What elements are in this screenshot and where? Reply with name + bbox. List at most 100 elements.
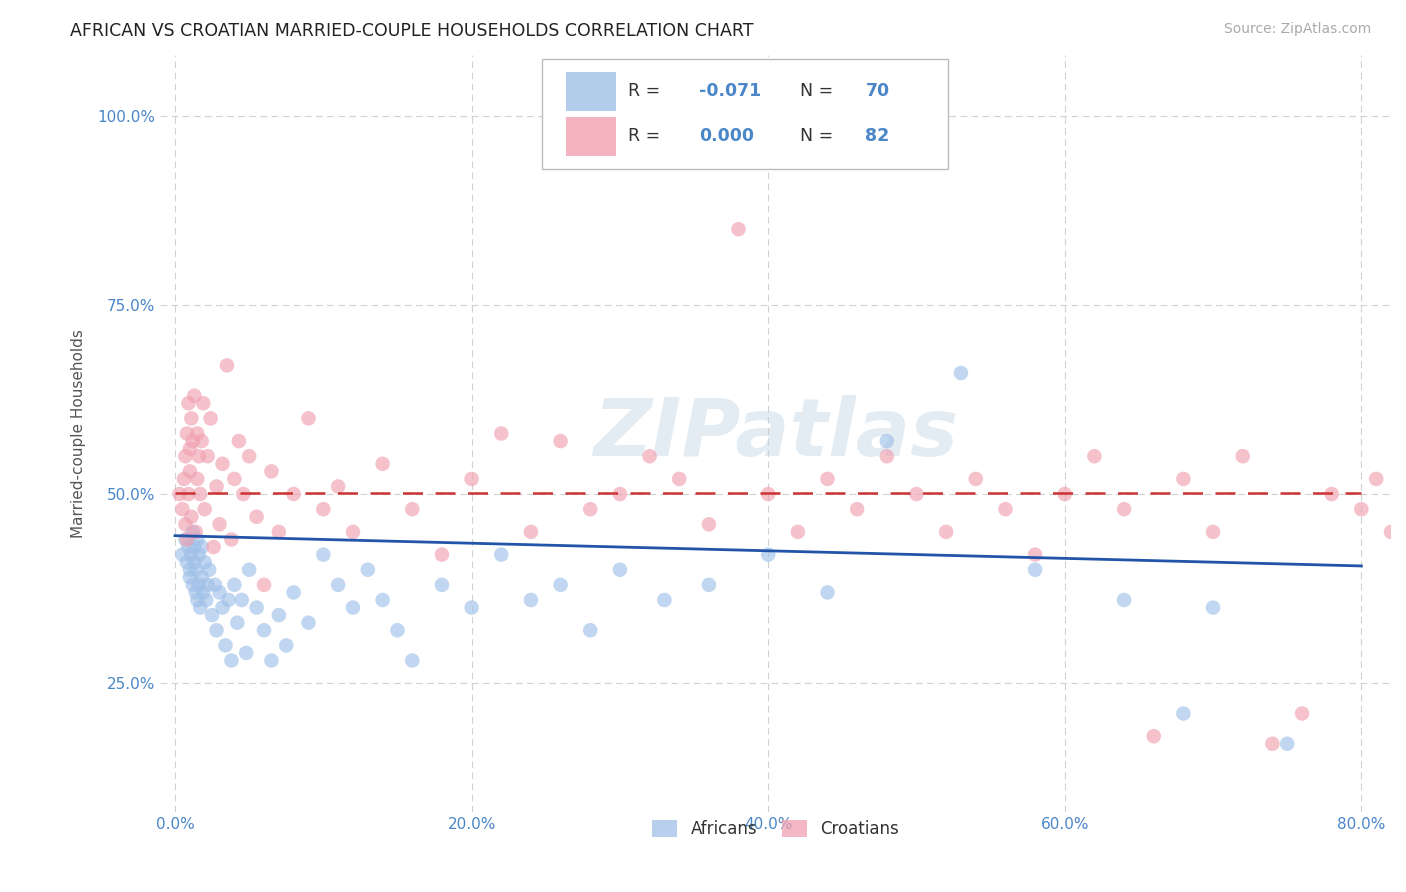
Point	[817, 585, 839, 599]
Point	[228, 434, 250, 448]
Point	[357, 563, 380, 577]
Point	[205, 624, 228, 638]
Point	[994, 502, 1017, 516]
Text: R =: R =	[628, 128, 665, 145]
Point	[1261, 737, 1284, 751]
Point	[193, 585, 215, 599]
Point	[756, 487, 779, 501]
Point	[371, 593, 394, 607]
Point	[221, 654, 243, 668]
Legend: Africans, Croatians: Africans, Croatians	[645, 814, 905, 845]
Point	[187, 548, 209, 562]
Point	[276, 639, 298, 653]
Point	[190, 570, 212, 584]
Point	[579, 502, 602, 516]
Point	[401, 502, 423, 516]
Point	[846, 502, 869, 516]
Point	[211, 457, 233, 471]
Point	[1024, 548, 1046, 562]
Point	[183, 555, 205, 569]
Point	[491, 548, 513, 562]
Point	[342, 600, 364, 615]
Point	[253, 624, 276, 638]
Point	[179, 570, 201, 584]
Point	[1053, 487, 1076, 501]
Point	[174, 449, 197, 463]
Point	[520, 524, 543, 539]
Point	[190, 540, 212, 554]
Point	[183, 389, 205, 403]
Point	[194, 502, 217, 516]
Point	[226, 615, 249, 630]
Point	[174, 533, 197, 547]
Point	[965, 472, 987, 486]
Point	[1277, 737, 1299, 751]
Point	[1112, 502, 1135, 516]
Point	[1173, 472, 1195, 486]
Point	[201, 608, 224, 623]
FancyBboxPatch shape	[567, 71, 616, 111]
Point	[187, 449, 209, 463]
Point	[180, 509, 202, 524]
Point	[638, 449, 661, 463]
Point	[260, 464, 283, 478]
Point	[184, 524, 207, 539]
Point	[186, 533, 208, 547]
Point	[1112, 593, 1135, 607]
Point	[238, 449, 260, 463]
Point	[460, 600, 482, 615]
Y-axis label: Married-couple Households: Married-couple Households	[72, 329, 86, 538]
Point	[876, 434, 898, 448]
Point	[430, 578, 453, 592]
Point	[194, 555, 217, 569]
Point	[371, 457, 394, 471]
Text: 0.000: 0.000	[699, 128, 754, 145]
Point	[179, 464, 201, 478]
Point	[208, 585, 231, 599]
Point	[190, 434, 212, 448]
FancyBboxPatch shape	[541, 59, 948, 169]
Point	[177, 540, 200, 554]
Point	[188, 487, 211, 501]
Point	[179, 563, 201, 577]
Point	[727, 222, 749, 236]
Point	[430, 548, 453, 562]
Text: Source: ZipAtlas.com: Source: ZipAtlas.com	[1223, 22, 1371, 37]
Point	[238, 563, 260, 577]
Point	[176, 533, 198, 547]
Point	[208, 517, 231, 532]
Point	[520, 593, 543, 607]
Point	[668, 472, 690, 486]
Point	[697, 578, 720, 592]
Point	[1232, 449, 1254, 463]
Point	[231, 593, 253, 607]
Point	[328, 578, 350, 592]
Point	[214, 639, 236, 653]
Text: -0.071: -0.071	[699, 82, 762, 100]
Point	[387, 624, 409, 638]
Point	[1143, 729, 1166, 743]
Point	[177, 487, 200, 501]
Point	[1202, 600, 1225, 615]
Point	[183, 540, 205, 554]
Text: 82: 82	[866, 128, 890, 145]
Point	[217, 593, 239, 607]
Text: 70: 70	[866, 82, 890, 100]
Point	[211, 600, 233, 615]
Point	[654, 593, 676, 607]
Point	[205, 479, 228, 493]
Point	[401, 654, 423, 668]
Point	[342, 524, 364, 539]
Point	[550, 434, 572, 448]
Point	[1083, 449, 1105, 463]
Point	[193, 396, 215, 410]
Point	[174, 517, 197, 532]
Point	[1379, 524, 1402, 539]
Point	[173, 472, 195, 486]
Point	[491, 426, 513, 441]
Point	[202, 540, 225, 554]
Point	[235, 646, 257, 660]
Point	[876, 449, 898, 463]
Point	[328, 479, 350, 493]
Point	[697, 517, 720, 532]
